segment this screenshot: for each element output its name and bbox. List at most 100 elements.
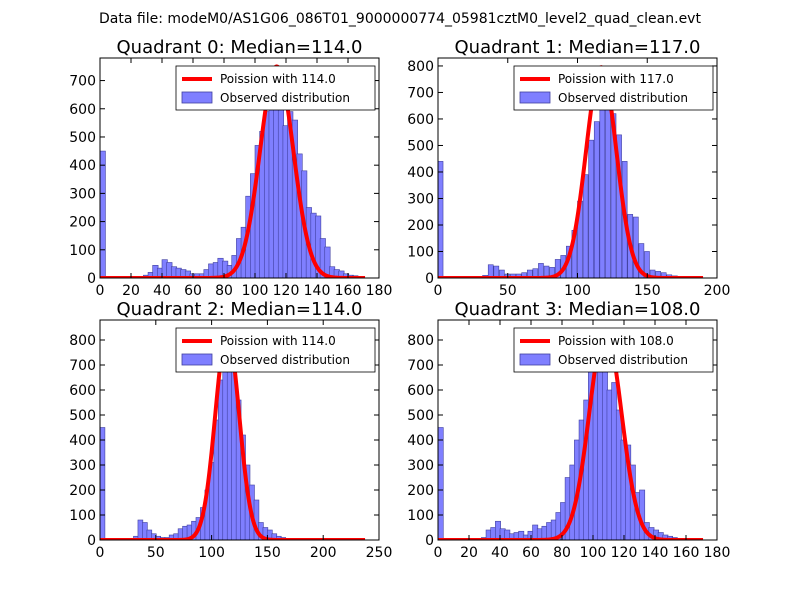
x-tick-label: 80 xyxy=(553,545,571,561)
y-tick-label: 800 xyxy=(69,333,96,349)
legend-observed-swatch xyxy=(519,91,551,104)
x-tick-label: 120 xyxy=(611,545,638,561)
x-tick-label: 0 xyxy=(96,283,105,299)
figure-suptitle: Data file: modeM0/AS1G06_086T01_90000007… xyxy=(99,11,701,27)
x-tick-label: 20 xyxy=(460,545,478,561)
x-tick-label: 150 xyxy=(634,283,661,299)
y-tick-label: 500 xyxy=(407,408,434,424)
histogram-bar xyxy=(438,161,444,278)
y-tick-label: 700 xyxy=(407,85,434,101)
x-tick-label: 60 xyxy=(184,283,202,299)
y-tick-label: 0 xyxy=(87,533,96,549)
y-tick-label: 400 xyxy=(407,165,434,181)
y-tick-label: 400 xyxy=(69,433,96,449)
quadrant-3-legend: Poission with 108.0 Observed distribution xyxy=(513,327,714,373)
poisson-curve xyxy=(100,64,366,278)
histogram-bar xyxy=(538,263,544,278)
x-tick-label: 160 xyxy=(335,283,362,299)
x-tick-label: 120 xyxy=(273,283,300,299)
y-tick-label: 200 xyxy=(69,215,96,231)
y-tick-label: 400 xyxy=(407,433,434,449)
y-tick-label: 600 xyxy=(69,102,96,118)
y-tick-label: 100 xyxy=(69,508,96,524)
histogram-bar xyxy=(324,246,331,278)
plot-frame xyxy=(99,319,380,541)
x-tick-label: 100 xyxy=(242,283,269,299)
x-tick-label: 140 xyxy=(642,545,669,561)
histogram-bar xyxy=(605,86,611,278)
legend-poisson-label: Poission with 114.0 xyxy=(220,334,336,348)
legend-poisson-label: Poission with 117.0 xyxy=(558,72,674,86)
y-tick-label: 0 xyxy=(425,271,434,287)
y-tick-label: 200 xyxy=(407,483,434,499)
x-tick-label: 60 xyxy=(522,545,540,561)
y-tick-label: 600 xyxy=(407,383,434,399)
x-tick-label: 40 xyxy=(491,545,509,561)
quadrant-2-bars xyxy=(100,339,291,540)
legend-poisson-label: Poission with 108.0 xyxy=(558,334,674,348)
histogram-bar xyxy=(532,268,539,278)
y-tick-label: 700 xyxy=(69,358,96,374)
y-tick-label: 800 xyxy=(407,59,434,75)
y-tick-label: 600 xyxy=(69,383,96,399)
quadrant-3-chart: Quadrant 3: Median=108.00 20 40 60 80 100 120 1… xyxy=(407,299,730,561)
y-tick-label: 700 xyxy=(69,74,96,90)
x-tick-label: 50 xyxy=(147,545,165,561)
poisson-curve xyxy=(438,327,704,540)
y-tick-label: 100 xyxy=(407,244,434,260)
x-tick-label: 100 xyxy=(198,545,225,561)
x-tick-label: 250 xyxy=(366,545,393,561)
y-tick-label: 100 xyxy=(407,508,434,524)
y-tick-label: 400 xyxy=(69,158,96,174)
plot-frame xyxy=(437,319,718,541)
quadrant-1-legend: Poission with 117.0 Observed distribution xyxy=(513,65,714,111)
y-tick-label: 0 xyxy=(87,271,96,287)
legend-observed-swatch xyxy=(181,91,213,104)
quadrant-0-legend: Poission with 114.0 Observed distribution xyxy=(175,65,376,111)
y-tick-label: 200 xyxy=(407,218,434,234)
y-tick-label: 500 xyxy=(69,408,96,424)
histogram-bar xyxy=(593,121,600,278)
y-tick-label: 600 xyxy=(407,112,434,128)
x-tick-label: 140 xyxy=(304,283,331,299)
quadrant-0-bars xyxy=(100,88,364,278)
histogram-bar xyxy=(100,427,106,540)
histogram-bar xyxy=(655,271,661,278)
x-tick-label: 0 xyxy=(434,545,443,561)
y-tick-label: 300 xyxy=(69,458,96,474)
y-tick-label: 700 xyxy=(407,358,434,374)
legend-observed-label: Observed distribution xyxy=(220,353,350,367)
x-tick-label: 0 xyxy=(434,283,443,299)
legend-observed-label: Observed distribution xyxy=(220,91,350,105)
x-tick-label: 50 xyxy=(499,283,517,299)
x-tick-label: 150 xyxy=(254,545,281,561)
legend-observed-label: Observed distribution xyxy=(558,91,688,105)
y-tick-label: 300 xyxy=(69,186,96,202)
x-tick-label: 80 xyxy=(215,283,233,299)
y-tick-label: 300 xyxy=(407,191,434,207)
y-tick-label: 0 xyxy=(425,533,434,549)
histogram-bar xyxy=(582,174,589,278)
x-tick-label: 40 xyxy=(153,283,171,299)
y-tick-label: 200 xyxy=(69,483,96,499)
histogram-bar xyxy=(632,216,639,278)
quadrant-2-legend: Poission with 114.0 Observed distribution xyxy=(175,327,376,373)
legend-observed-swatch xyxy=(519,353,551,366)
legend-observed-swatch xyxy=(181,353,213,366)
legend-poisson-label: Poission with 114.0 xyxy=(220,72,336,86)
quadrant-0-chart: Quadrant 0: Median=114.00 20 40 60 80 100 120 1… xyxy=(69,37,392,299)
x-tick-label: 180 xyxy=(704,545,731,561)
quadrant-3-title: Quadrant 3: Median=108.0 xyxy=(455,299,701,320)
x-tick-label: 100 xyxy=(580,545,607,561)
histogram-bar xyxy=(638,243,645,278)
y-tick-label: 800 xyxy=(407,333,434,349)
x-tick-label: 180 xyxy=(366,283,393,299)
quadrant-0-title: Quadrant 0: Median=114.0 xyxy=(117,37,363,58)
y-tick-label: 500 xyxy=(69,130,96,146)
quadrant-1-bars xyxy=(438,86,689,278)
x-tick-label: 200 xyxy=(704,283,731,299)
quadrant-1-chart: Quadrant 1: Median=117.0 0 50 100 150 200 0 100… xyxy=(407,37,730,299)
histogram-bar xyxy=(438,427,444,540)
